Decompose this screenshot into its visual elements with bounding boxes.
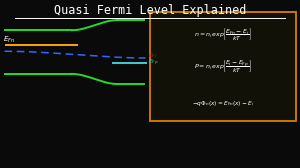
Text: $E_{Fp}$: $E_{Fp}$	[148, 58, 158, 68]
Text: $n = n_i \, exp\!\left[\dfrac{E_{Fn}-E_i}{kT}\right]$: $n = n_i \, exp\!\left[\dfrac{E_{Fn}-E_i…	[194, 26, 252, 42]
Text: Quasi Fermi Level Explained: Quasi Fermi Level Explained	[54, 4, 246, 17]
Text: $E_{Fn}$: $E_{Fn}$	[3, 34, 15, 45]
Text: $P = n_i \, exp\!\left[\dfrac{E_i - E_{Fp}}{kT}\right]$: $P = n_i \, exp\!\left[\dfrac{E_i - E_{F…	[194, 58, 252, 74]
Text: $-q\Phi_n(x) = E_{Fn}(x) - E_i$: $-q\Phi_n(x) = E_{Fn}(x) - E_i$	[192, 99, 254, 108]
Text: $E_{Fi}$: $E_{Fi}$	[148, 52, 157, 60]
FancyBboxPatch shape	[150, 12, 296, 121]
